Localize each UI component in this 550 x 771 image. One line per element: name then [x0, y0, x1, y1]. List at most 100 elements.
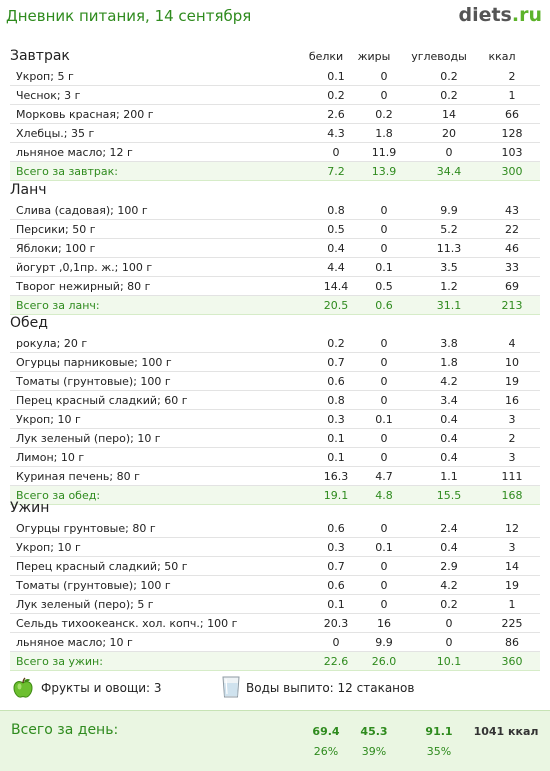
section-total-row: Всего за ланч: 20.5 0.6 31.1 213: [10, 296, 540, 315]
kcal-value: 103: [501, 146, 523, 159]
protein-value: 0.1: [327, 598, 345, 611]
food-name[interactable]: Огурцы грунтовые; 80 г: [16, 522, 156, 535]
kcal-value: 1: [508, 598, 516, 611]
kcal-value: 10: [505, 356, 519, 369]
food-row[interactable]: Укроп; 5 г 0.1 0 0.2 2: [10, 67, 540, 86]
fat-value: 1.8: [375, 127, 393, 140]
section-header: Завтрак белки жиры углеводы ккал: [0, 45, 550, 67]
food-name[interactable]: льняное масло; 10 г: [16, 636, 133, 649]
fat-value: 0: [380, 70, 388, 83]
section-title: Обед: [10, 315, 48, 331]
food-row[interactable]: льняное масло; 10 г 0 9.9 0 86: [10, 633, 540, 652]
fat-value: 0: [380, 223, 388, 236]
kcal-value: 128: [501, 127, 523, 140]
kcal-value: 46: [505, 242, 519, 255]
kcal-value: 2: [508, 70, 516, 83]
fat-value: 0: [380, 204, 388, 217]
day-kcal: 1041 ккал: [473, 725, 539, 738]
food-row[interactable]: льняное масло; 12 г 0 11.9 0 103: [10, 143, 540, 162]
total-protein: 19.1: [323, 489, 349, 502]
carbs-value: 5.2: [440, 223, 458, 236]
food-name[interactable]: Сельдь тихоокеанск. хол. копч.; 100 г: [16, 617, 238, 630]
protein-value: 0.1: [327, 70, 345, 83]
food-name[interactable]: Чеснок; 3 г: [16, 89, 81, 102]
food-row[interactable]: Чеснок; 3 г 0.2 0 0.2 1: [10, 86, 540, 105]
food-name[interactable]: Томаты (грунтовые); 100 г: [16, 579, 171, 592]
fat-value: 0: [380, 356, 388, 369]
food-row[interactable]: Укроп; 10 г 0.3 0.1 0.4 3: [10, 538, 540, 557]
total-carbs: 15.5: [436, 489, 462, 502]
carbs-value: 1.8: [440, 356, 458, 369]
total-fat: 0.6: [375, 299, 393, 312]
food-name[interactable]: Перец красный сладкий; 60 г: [16, 394, 188, 407]
food-name[interactable]: Огурцы парниковые; 100 г: [16, 356, 172, 369]
food-row[interactable]: Слива (садовая); 100 г 0.8 0 9.9 43: [10, 201, 540, 220]
food-name[interactable]: рокула; 20 г: [16, 337, 88, 350]
total-protein: 20.5: [323, 299, 349, 312]
kcal-value: 43: [505, 204, 519, 217]
food-row[interactable]: Укроп; 10 г 0.3 0.1 0.4 3: [10, 410, 540, 429]
protein-value: 0: [332, 636, 340, 649]
section-total-row: Всего за обед: 19.1 4.8 15.5 168: [10, 486, 540, 505]
food-row[interactable]: Перец красный сладкий; 60 г 0.8 0 3.4 16: [10, 391, 540, 410]
section-total-row: Всего за завтрак: 7.2 13.9 34.4 300: [10, 162, 540, 181]
apple-icon: [13, 677, 33, 698]
protein-value: 2.6: [327, 108, 345, 121]
food-name[interactable]: Лук зеленый (перо); 5 г: [16, 598, 154, 611]
food-row[interactable]: Морковь красная; 200 г 2.6 0.2 14 66: [10, 105, 540, 124]
food-row[interactable]: Огурцы парниковые; 100 г 0.7 0 1.8 10: [10, 353, 540, 372]
fat-value: 0: [380, 432, 388, 445]
food-name[interactable]: Хлебцы.; 35 г: [16, 127, 95, 140]
food-row[interactable]: Лук зеленый (перо); 5 г 0.1 0 0.2 1: [10, 595, 540, 614]
food-row[interactable]: Хлебцы.; 35 г 4.3 1.8 20 128: [10, 124, 540, 143]
food-name[interactable]: Перец красный сладкий; 50 г: [16, 560, 188, 573]
food-name[interactable]: Лук зеленый (перо); 10 г: [16, 432, 161, 445]
header: Дневник питания, 14 сентября diets.ru: [0, 0, 550, 34]
logo-main: diets: [458, 4, 512, 26]
carbs-value: 14: [442, 108, 456, 121]
section-total-label: Всего за обед:: [16, 489, 101, 502]
food-name[interactable]: Куриная печень; 80 г: [16, 470, 140, 483]
food-name[interactable]: Укроп; 10 г: [16, 541, 81, 554]
fat-value: 0.5: [375, 280, 393, 293]
kcal-value: 33: [505, 261, 519, 274]
food-row[interactable]: Перец красный сладкий; 50 г 0.7 0 2.9 14: [10, 557, 540, 576]
food-name[interactable]: льняное масло; 12 г: [16, 146, 133, 159]
food-row[interactable]: Томаты (грунтовые); 100 г 0.6 0 4.2 19: [10, 372, 540, 391]
carbs-value: 0.4: [440, 413, 458, 426]
protein-value: 14.4: [323, 280, 349, 293]
food-name[interactable]: Творог нежирный; 80 г: [16, 280, 151, 293]
site-logo[interactable]: diets.ru: [458, 4, 542, 26]
fat-value: 0: [380, 560, 388, 573]
meal-section: Завтрак белки жиры углеводы ккал Укроп; 5 г 0.…: [0, 45, 550, 181]
food-row[interactable]: Яблоки; 100 г 0.4 0 11.3 46: [10, 239, 540, 258]
food-row[interactable]: Лимон; 10 г 0.1 0 0.4 3: [10, 448, 540, 467]
food-name[interactable]: Томаты (грунтовые); 100 г: [16, 375, 171, 388]
food-name[interactable]: Укроп; 5 г: [16, 70, 74, 83]
fat-value: 0: [380, 579, 388, 592]
protein-value: 0.4: [327, 242, 345, 255]
day-carbs-pct: 35%: [426, 745, 452, 758]
food-name[interactable]: Морковь красная; 200 г: [16, 108, 154, 121]
protein-value: 0.8: [327, 204, 345, 217]
food-name[interactable]: Яблоки; 100 г: [16, 242, 96, 255]
total-carbs: 31.1: [436, 299, 462, 312]
food-row[interactable]: Сельдь тихоокеанск. хол. копч.; 100 г 20.…: [10, 614, 540, 633]
food-row[interactable]: Творог нежирный; 80 г 14.4 0.5 1.2 69: [10, 277, 540, 296]
kcal-value: 3: [508, 541, 516, 554]
food-row[interactable]: Куриная печень; 80 г 16.3 4.7 1.1 111: [10, 467, 540, 486]
food-row[interactable]: Лук зеленый (перо); 10 г 0.1 0 0.4 2: [10, 429, 540, 448]
food-row[interactable]: Персики; 50 г 0.5 0 5.2 22: [10, 220, 540, 239]
section-title: Завтрак: [10, 48, 70, 64]
food-name[interactable]: Персики; 50 г: [16, 223, 96, 236]
food-row[interactable]: йогурт ,0,1пр. ж.; 100 г 4.4 0.1 3.5 33: [10, 258, 540, 277]
food-row[interactable]: рокула; 20 г 0.2 0 3.8 4: [10, 334, 540, 353]
food-name[interactable]: Слива (садовая); 100 г: [16, 204, 148, 217]
food-row[interactable]: Огурцы грунтовые; 80 г 0.6 0 2.4 12: [10, 519, 540, 538]
food-row[interactable]: Томаты (грунтовые); 100 г 0.6 0 4.2 19: [10, 576, 540, 595]
food-name[interactable]: Укроп; 10 г: [16, 413, 81, 426]
food-name[interactable]: йогурт ,0,1пр. ж.; 100 г: [16, 261, 153, 274]
fat-value: 0: [380, 451, 388, 464]
food-name[interactable]: Лимон; 10 г: [16, 451, 85, 464]
meal-section: Ланч Слива (садовая); 100 г 0.8 0 9.9 43 Перси…: [0, 179, 550, 315]
